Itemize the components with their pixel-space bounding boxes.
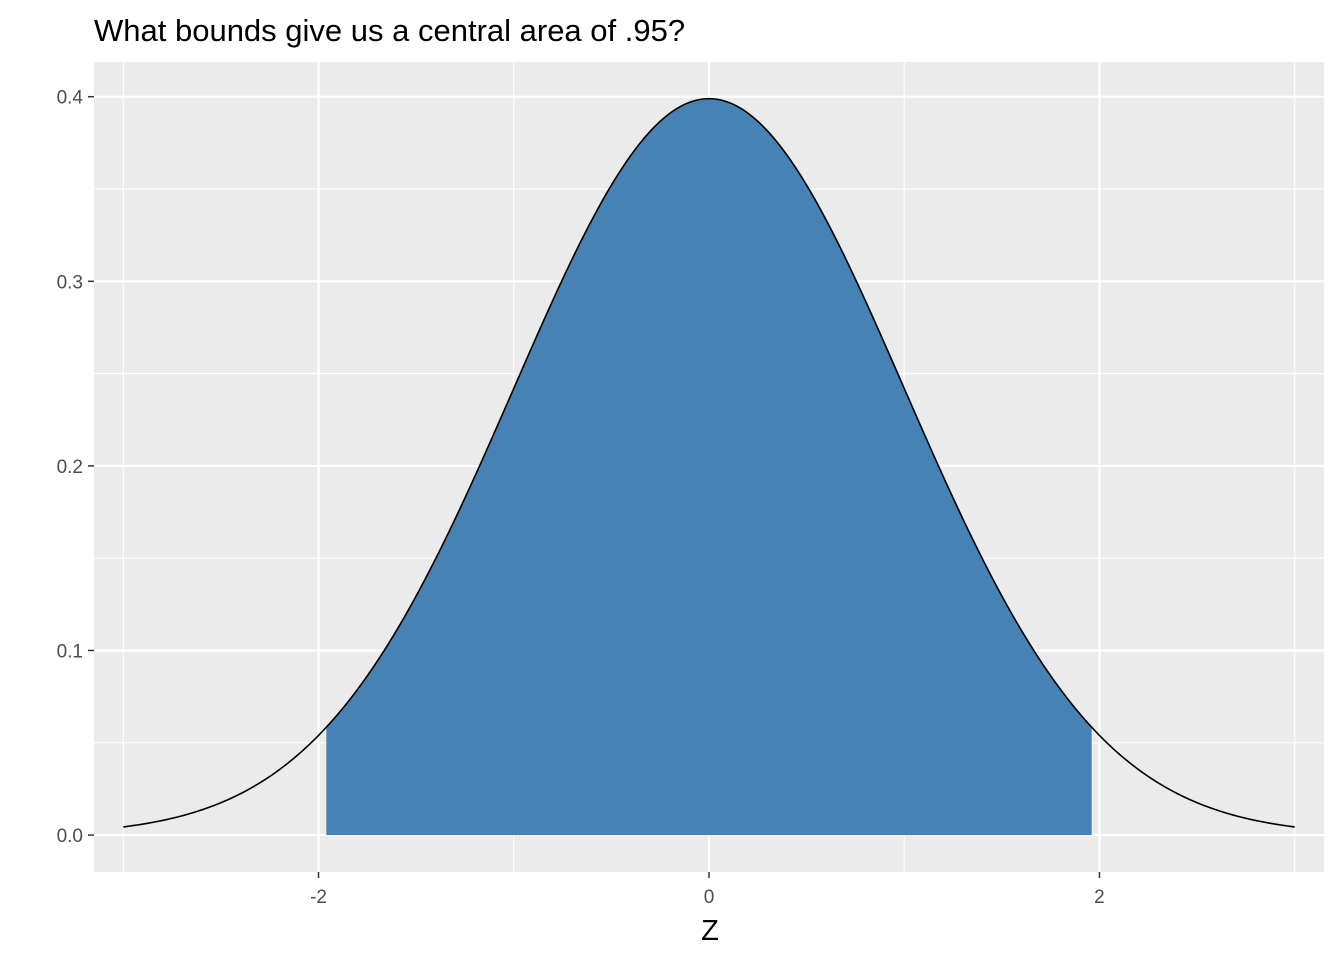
y-tick-label-4: 0.4 (57, 88, 84, 109)
y-tick-label-1: 0.1 (57, 641, 83, 662)
x-tick-label-0: -2 (310, 887, 327, 908)
y-tick-label-3: 0.3 (57, 272, 83, 293)
x-axis: -2 0 2 (310, 872, 1105, 908)
y-axis: 0.0 0.1 0.2 0.3 0.4 (57, 88, 94, 847)
x-tick-label-1: 0 (704, 887, 715, 908)
density-curve-line (123, 97, 1295, 828)
x-tick-label-2: 2 (1094, 887, 1105, 908)
chart-title: What bounds give us a central area of .9… (94, 13, 685, 48)
y-tick-label-0: 0.0 (57, 826, 83, 847)
shaded-central-area (326, 98, 1092, 836)
x-axis-title: Z (701, 915, 719, 947)
y-tick-label-2: 0.2 (57, 457, 83, 478)
